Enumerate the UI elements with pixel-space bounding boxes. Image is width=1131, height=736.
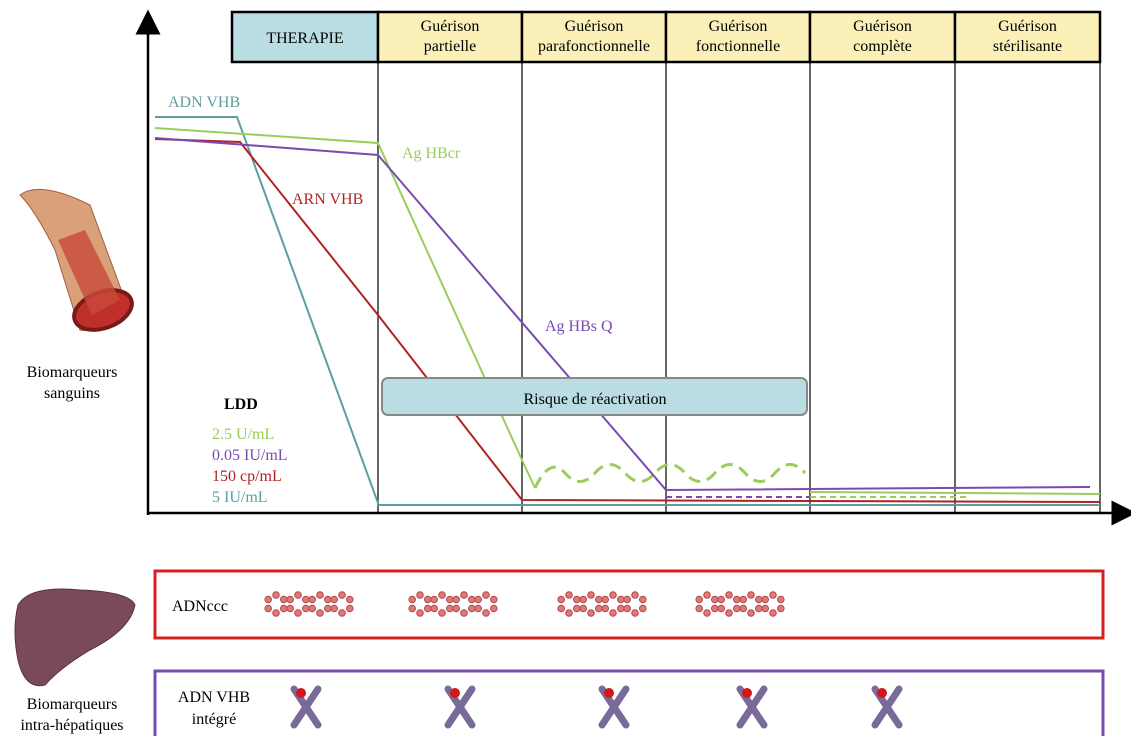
header-label: stérilisante [993, 38, 1062, 55]
header-label: Guérison [853, 18, 912, 35]
header-label: complète [853, 38, 912, 55]
side-label: Biomarqueurs [27, 364, 118, 381]
ldd-item: 5 IU/mL [212, 489, 268, 506]
integrated-icons [294, 688, 899, 725]
header-label: Guérison [998, 18, 1057, 35]
side-label: sanguins [44, 385, 100, 402]
curves [154, 116, 1101, 506]
side-label: Biomarqueurs [27, 696, 118, 713]
ldd-item: 0.05 IU/mL [212, 447, 288, 464]
cccdna-icons [265, 592, 784, 617]
cccdna-box [153, 569, 1105, 640]
risk-box [381, 377, 808, 416]
header-label: Guérison [421, 18, 480, 35]
risk-label: Risque de réactivation [523, 391, 666, 408]
curve-label: ADN VHB [168, 94, 240, 111]
vessel-icon [19, 188, 134, 332]
ldd-item: 2.5 U/mL [212, 426, 274, 443]
box-label: ADNccc [172, 598, 228, 615]
curve-label: ARN VHB [292, 191, 363, 208]
header-label: Guérison [565, 18, 624, 35]
header-label: THERAPIE [266, 30, 343, 47]
side-label: intra-hépatiques [20, 717, 123, 734]
header-cell [520, 10, 668, 64]
curve-label: Ag HBcr [402, 145, 461, 162]
header-label: Guérison [709, 18, 768, 35]
curve-label: Ag HBs Q [545, 318, 613, 335]
integrated-box [153, 669, 1105, 736]
header-label: partielle [424, 38, 476, 55]
header-cell [808, 10, 957, 64]
box-label: intégré [192, 711, 236, 728]
header-label: parafonctionnelle [538, 38, 650, 55]
header: THERAPIE Guérison partielle Guérison parafon… [230, 10, 1102, 64]
box-label: ADN VHB [178, 689, 250, 706]
liver-icon [14, 588, 136, 687]
ldd-item: 150 cp/mL [212, 468, 282, 485]
header-cell [376, 10, 524, 64]
header-label: fonctionnelle [696, 38, 780, 55]
column-lines [377, 62, 1101, 512]
ldd-title: LDD [224, 396, 258, 413]
header-cell [230, 10, 380, 64]
header-cell [953, 10, 1102, 64]
